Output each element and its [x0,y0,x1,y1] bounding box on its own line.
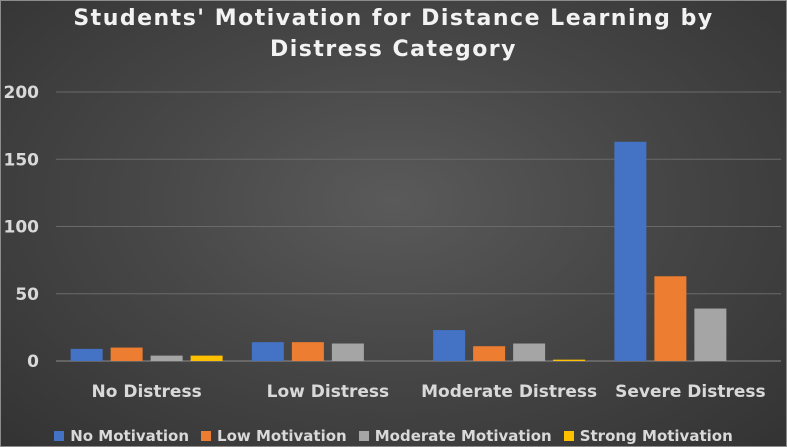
bar [331,343,364,361]
x-tick-label: Low Distress [267,382,389,402]
bar [473,346,506,361]
legend-label: No Motivation [70,427,190,445]
bar [654,276,687,361]
chart-title-line-2: Distress Category [269,37,517,62]
legend-item: No Motivation [54,426,189,446]
chart-title-line-1: Students' Motivation for Distance Learni… [73,6,714,31]
bar [150,355,183,361]
bar [110,347,143,361]
bar [291,342,324,361]
bar [433,330,466,361]
bar [614,141,647,361]
legend-swatch [201,431,212,441]
bar [694,308,727,361]
bar [190,355,223,361]
y-tick-label: 0 [27,352,39,372]
bar [251,342,284,361]
legend-swatch [358,431,369,441]
legend-swatch [54,431,65,441]
legend-swatch [563,431,574,441]
chart-title: Students' Motivation for Distance Learni… [1,3,786,65]
legend-item: Strong Motivation [563,426,733,446]
legend-label: Strong Motivation [579,427,733,445]
y-tick-label: 150 [4,150,40,170]
x-tick-label: Severe Distress [615,382,766,402]
bar [70,348,103,361]
x-tick-label: No Distress [92,382,202,402]
bar [553,359,586,361]
legend-label: Low Motivation [217,427,347,445]
bar [513,343,546,361]
legend-item: Low Motivation [201,426,347,446]
y-tick-label: 100 [4,218,40,238]
y-tick-label: 50 [15,285,39,305]
legend: No Motivation Low Motivation Moderate Moti… [1,426,786,446]
legend-item: Moderate Motivation [358,426,552,446]
legend-label: Moderate Motivation [374,427,552,445]
x-tick-label: Moderate Distress [421,382,597,402]
y-tick-label: 200 [4,83,40,103]
